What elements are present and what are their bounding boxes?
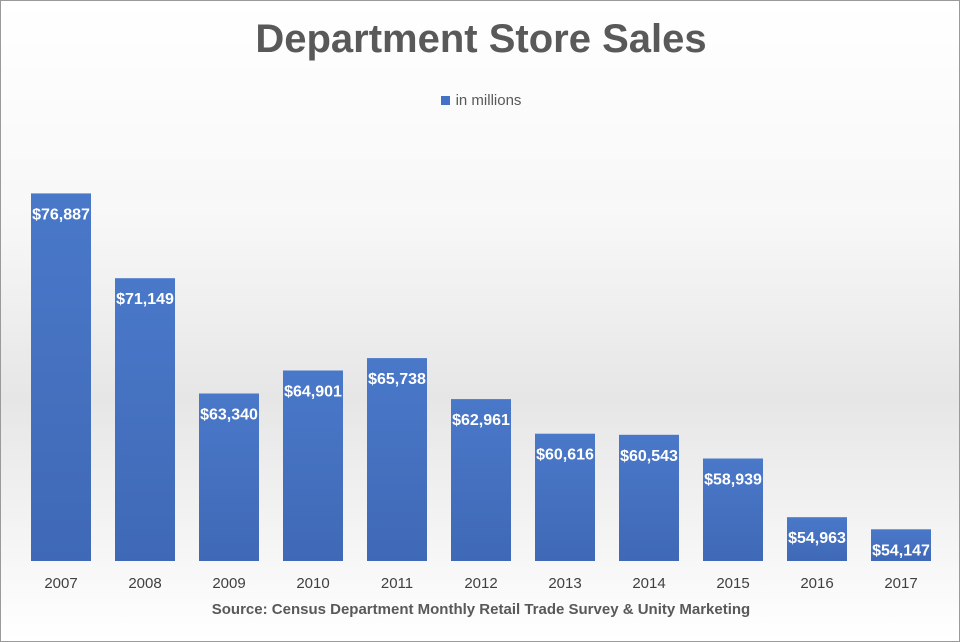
data-label-2015: $58,939 <box>704 472 762 489</box>
data-label-2013: $60,616 <box>536 447 594 464</box>
legend: in millions <box>1 92 959 109</box>
x-tick-2013: 2013 <box>548 575 581 592</box>
x-tick-2016: 2016 <box>800 575 833 592</box>
bar-chart: $76,887 $71,149 $63,340 $64,901 $65,738 $62,9… <box>31 193 931 592</box>
bar-2013 <box>535 433 595 561</box>
data-label-2008: $71,149 <box>116 291 174 308</box>
data-label-2016: $54,963 <box>788 530 846 547</box>
legend-swatch <box>440 96 450 105</box>
x-tick-2010: 2010 <box>296 575 329 592</box>
x-tick-2011: 2011 <box>381 575 413 592</box>
x-tick-2008: 2008 <box>128 575 161 592</box>
bar-2008 <box>115 278 175 561</box>
data-label-2012: $62,961 <box>452 412 510 429</box>
data-label-2017: $54,147 <box>872 542 930 559</box>
x-axis-ticks-group: 2007 2008 2009 2010 2011 2012 2013 2014 2015 2016… <box>44 575 917 592</box>
data-label-2007: $76,887 <box>32 206 90 223</box>
data-label-2010: $64,901 <box>284 384 342 401</box>
bar-2016 <box>787 517 847 561</box>
data-label-2014: $60,543 <box>620 448 678 465</box>
x-tick-2014: 2014 <box>632 575 665 592</box>
source-note: Source: Census Department Monthly Retail… <box>211 601 751 618</box>
bar-2007 <box>31 193 91 561</box>
bar-2015 <box>703 458 763 561</box>
data-label-2009: $63,340 <box>200 407 258 424</box>
x-tick-2007: 2007 <box>44 575 77 592</box>
data-label-2011: $65,738 <box>368 371 426 388</box>
data-labels-group: $76,887 $71,149 $63,340 $64,901 $65,738 $62,9… <box>32 206 930 559</box>
chart-title: Department Store Sales <box>255 17 707 61</box>
bar-2010 <box>283 370 343 561</box>
bar-2012 <box>451 399 511 561</box>
legend-label: in millions <box>455 92 522 109</box>
x-tick-2017: 2017 <box>884 575 917 592</box>
bars-group <box>31 193 931 561</box>
bar-2011 <box>367 358 427 561</box>
x-tick-2012: 2012 <box>464 575 497 592</box>
bar-2017 <box>871 529 931 561</box>
bar-2014 <box>619 434 679 561</box>
bar-2009 <box>199 393 259 561</box>
x-tick-2009: 2009 <box>212 575 245 592</box>
x-tick-2015: 2015 <box>716 575 749 592</box>
